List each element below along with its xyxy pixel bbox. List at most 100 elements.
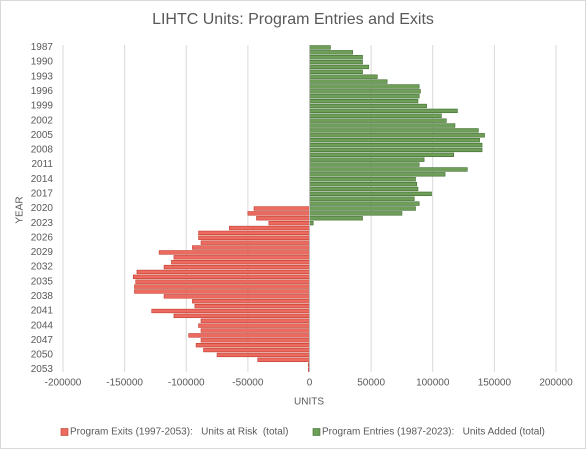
bar bbox=[195, 343, 310, 348]
x-tick-label: 100000 bbox=[416, 378, 450, 389]
bar bbox=[163, 264, 310, 270]
chart-title: LIHTC Units: Program Entries and Exits bbox=[152, 11, 434, 28]
bar bbox=[309, 206, 416, 211]
x-tick-label: 0 bbox=[307, 378, 313, 389]
y-tick-label: 2026 bbox=[31, 232, 54, 243]
bar bbox=[198, 230, 310, 236]
bar bbox=[309, 113, 442, 118]
legend-swatch bbox=[60, 428, 69, 436]
bar bbox=[309, 216, 363, 221]
bar bbox=[309, 142, 483, 148]
bar bbox=[309, 45, 331, 50]
y-tick-label: 2050 bbox=[31, 350, 54, 361]
bar bbox=[198, 323, 310, 328]
x-tick-label: -150000 bbox=[106, 378, 143, 389]
x-axis-label: UNITS bbox=[294, 397, 324, 408]
bar bbox=[200, 318, 310, 323]
bar bbox=[309, 108, 458, 114]
y-tick-label: 2005 bbox=[31, 130, 54, 141]
y-tick-label: 2014 bbox=[31, 174, 54, 185]
bar bbox=[309, 138, 480, 143]
bar bbox=[309, 177, 416, 182]
bar bbox=[309, 186, 419, 192]
bar bbox=[151, 308, 310, 314]
bar bbox=[136, 269, 310, 275]
bar bbox=[173, 255, 310, 260]
bar bbox=[309, 211, 403, 216]
x-tick-label: -200000 bbox=[45, 378, 82, 389]
y-tick-label: 1990 bbox=[31, 57, 54, 68]
bar bbox=[132, 274, 310, 279]
bar bbox=[253, 206, 310, 211]
y-tick-label: 2032 bbox=[31, 262, 54, 273]
bar bbox=[309, 152, 455, 157]
bar bbox=[200, 338, 310, 343]
bar bbox=[309, 201, 420, 206]
y-tick-label: 1993 bbox=[31, 71, 54, 82]
legend-label: Program Exits (1997-2053): Units at Risk… bbox=[70, 427, 288, 438]
y-tick-label: 2011 bbox=[31, 159, 53, 170]
x-tick-label: 200000 bbox=[539, 378, 573, 389]
bar bbox=[135, 279, 310, 284]
bar bbox=[198, 235, 310, 240]
bar bbox=[309, 181, 418, 187]
y-tick-label: 2044 bbox=[31, 320, 54, 331]
bar bbox=[171, 260, 310, 265]
x-tick-label: 150000 bbox=[478, 378, 512, 389]
y-tick-label: 2035 bbox=[31, 276, 54, 287]
y-tick-label: 2008 bbox=[31, 145, 54, 156]
y-tick-label: 2047 bbox=[31, 335, 54, 346]
bar bbox=[188, 333, 310, 338]
bar bbox=[309, 64, 369, 70]
bar bbox=[309, 123, 456, 128]
bar bbox=[309, 128, 479, 133]
x-tick-label: 50000 bbox=[357, 378, 385, 389]
bar bbox=[229, 225, 310, 231]
bar bbox=[192, 245, 310, 250]
bar bbox=[192, 299, 310, 304]
bar bbox=[203, 347, 310, 353]
bar bbox=[247, 211, 310, 216]
bar bbox=[309, 55, 363, 60]
bar bbox=[173, 313, 310, 319]
bar bbox=[309, 69, 363, 74]
y-tick-label: 1996 bbox=[31, 86, 54, 97]
bar bbox=[309, 59, 363, 65]
bar bbox=[134, 289, 310, 294]
y-axis-label: YEAR bbox=[15, 196, 26, 223]
legend-label: Program Entries (1987-2023): Units Added… bbox=[322, 427, 545, 438]
bar bbox=[309, 89, 421, 94]
bar bbox=[309, 98, 419, 104]
y-tick-label: 2017 bbox=[31, 188, 54, 199]
y-tick-label: 2002 bbox=[31, 115, 54, 126]
bar bbox=[309, 172, 446, 177]
bar bbox=[309, 94, 420, 99]
bar bbox=[268, 220, 310, 226]
bar bbox=[309, 157, 425, 162]
bar bbox=[200, 328, 310, 333]
bar bbox=[309, 79, 388, 84]
y-tick-label: 2041 bbox=[31, 306, 54, 317]
bar bbox=[194, 303, 310, 309]
bar bbox=[309, 191, 432, 197]
bar bbox=[309, 84, 420, 89]
bar bbox=[216, 352, 310, 358]
y-tick-label: 2020 bbox=[31, 203, 54, 214]
bar bbox=[158, 250, 310, 255]
bar bbox=[309, 196, 415, 201]
bar bbox=[309, 147, 483, 153]
bar bbox=[309, 133, 485, 138]
y-tick-label: 1987 bbox=[31, 42, 54, 53]
bar bbox=[200, 240, 310, 245]
x-tick-label: -50000 bbox=[232, 378, 264, 389]
bar bbox=[256, 216, 310, 221]
bar bbox=[257, 357, 310, 362]
bar bbox=[309, 103, 427, 109]
bar bbox=[309, 167, 468, 172]
y-tick-label: 1999 bbox=[31, 101, 54, 112]
y-tick-label: 2029 bbox=[31, 247, 54, 258]
y-tick-label: 2023 bbox=[31, 218, 54, 229]
bar bbox=[134, 284, 310, 289]
